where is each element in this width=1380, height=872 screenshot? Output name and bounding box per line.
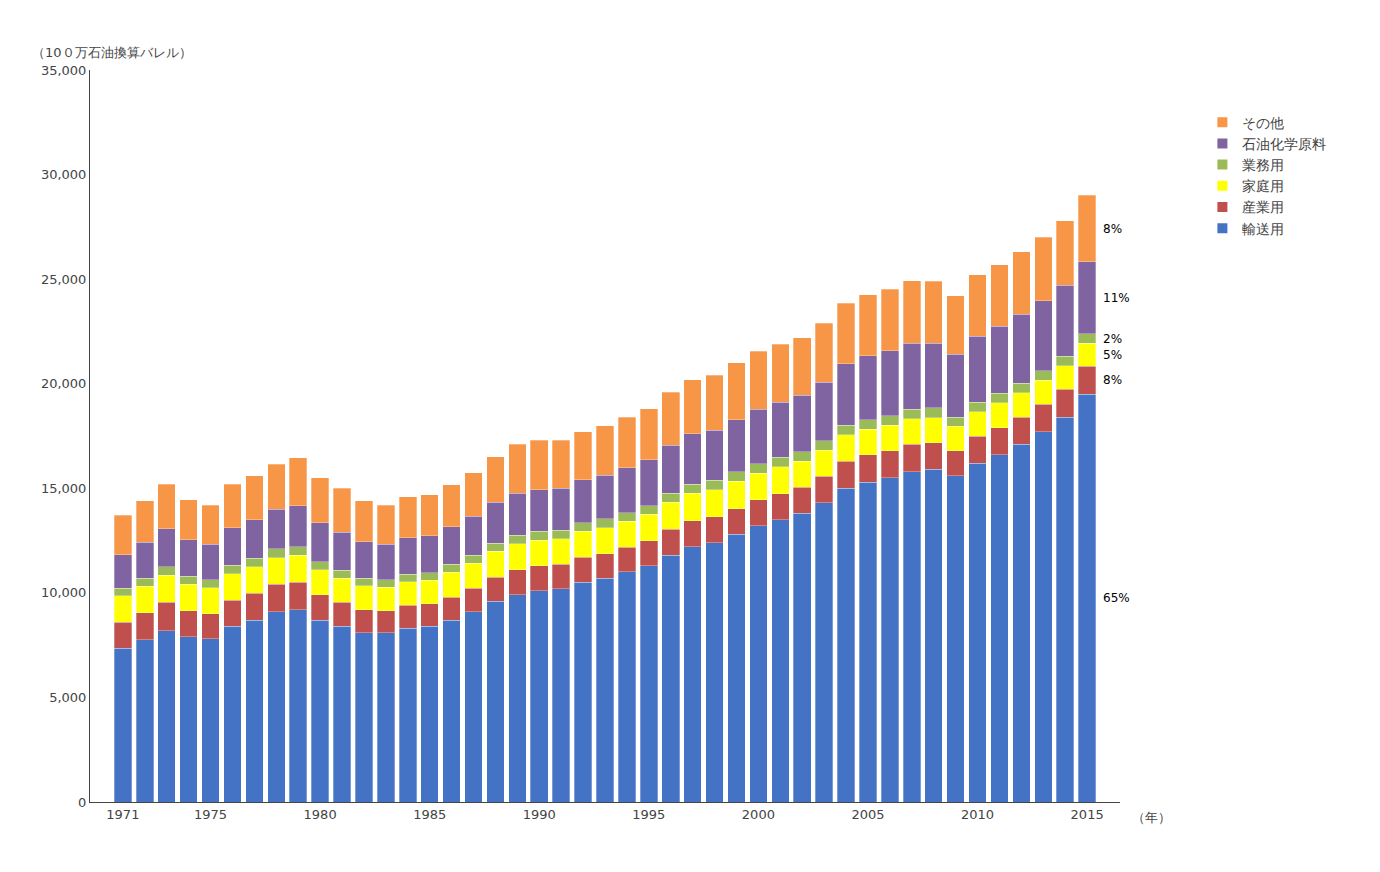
svg-text:輸送用: 輸送用	[1242, 221, 1284, 237]
svg-text:（10０万石油換算バレル）: （10０万石油換算バレル）	[32, 45, 192, 60]
svg-text:1980: 1980	[304, 807, 337, 822]
svg-text:（年）: （年）	[1132, 810, 1171, 825]
svg-text:5%: 5%	[1103, 348, 1122, 362]
svg-text:35,000: 35,000	[41, 63, 87, 78]
svg-text:2015: 2015	[1071, 807, 1104, 822]
svg-text:1971: 1971	[106, 807, 139, 822]
svg-text:家庭用: 家庭用	[1242, 178, 1284, 194]
svg-text:業務用: 業務用	[1242, 157, 1284, 173]
svg-text:15,000: 15,000	[41, 481, 87, 496]
svg-text:その他: その他	[1242, 115, 1284, 131]
svg-text:2010: 2010	[961, 807, 994, 822]
svg-text:1975: 1975	[194, 807, 227, 822]
svg-text:10,000: 10,000	[41, 585, 87, 600]
svg-text:1985: 1985	[413, 807, 446, 822]
svg-text:0: 0	[78, 795, 86, 810]
svg-text:2005: 2005	[851, 807, 884, 822]
svg-text:25,000: 25,000	[41, 272, 87, 287]
svg-text:2000: 2000	[742, 807, 775, 822]
svg-text:20,000: 20,000	[41, 376, 87, 391]
svg-text:石油化学原料: 石油化学原料	[1242, 136, 1326, 152]
svg-text:30,000: 30,000	[41, 167, 87, 182]
svg-text:1990: 1990	[523, 807, 556, 822]
svg-text:産業用: 産業用	[1242, 199, 1284, 215]
svg-text:2%: 2%	[1103, 332, 1122, 346]
svg-text:1995: 1995	[632, 807, 665, 822]
svg-text:5,000: 5,000	[49, 690, 86, 705]
svg-text:8%: 8%	[1103, 373, 1122, 387]
svg-text:11%: 11%	[1103, 291, 1130, 305]
svg-text:65%: 65%	[1103, 591, 1130, 605]
svg-text:8%: 8%	[1103, 222, 1122, 236]
